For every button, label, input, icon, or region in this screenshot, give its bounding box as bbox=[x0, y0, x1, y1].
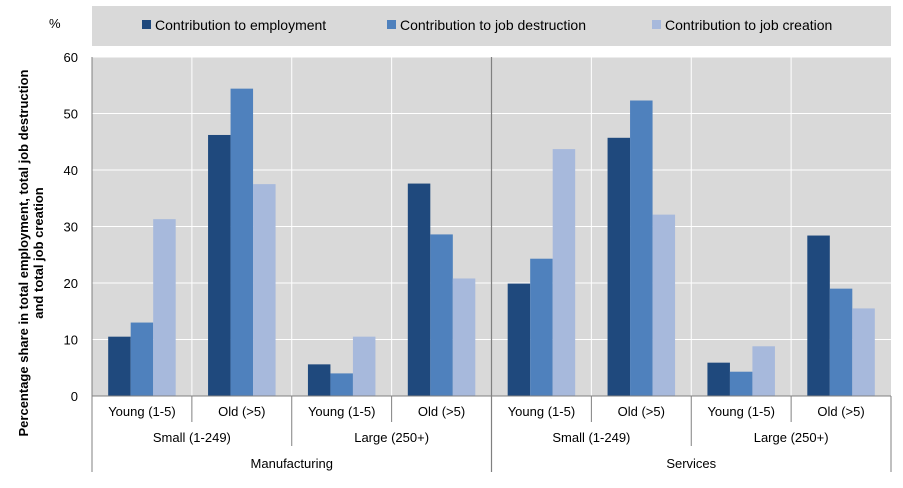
y-tick-label: 30 bbox=[64, 220, 78, 235]
y-tick-label: 40 bbox=[64, 163, 78, 178]
bar bbox=[430, 234, 453, 396]
category-label: Old (>5) bbox=[418, 404, 465, 419]
y-axis-title: Percentage share in total employment, to… bbox=[16, 69, 46, 436]
bar bbox=[652, 214, 676, 396]
legend-label: Contribution to employment bbox=[155, 17, 326, 33]
size-group-label: Small (1-249) bbox=[153, 430, 231, 445]
unit-label: % bbox=[49, 16, 61, 31]
legend-item: Contribution to employment bbox=[142, 17, 326, 33]
y-tick-label: 50 bbox=[64, 107, 78, 122]
legend-label: Contribution to job creation bbox=[665, 17, 832, 33]
legend-swatch bbox=[652, 20, 661, 29]
bar bbox=[230, 88, 254, 396]
legend bbox=[92, 6, 891, 46]
size-group-label: Small (1-249) bbox=[552, 430, 630, 445]
legend-item: Contribution to job destruction bbox=[387, 17, 586, 33]
bar bbox=[352, 336, 376, 396]
bar bbox=[507, 283, 531, 396]
y-axis-title-line-1: Percentage share in total employment, to… bbox=[16, 69, 31, 436]
bar bbox=[729, 371, 753, 396]
category-label: Young (1-5) bbox=[108, 404, 175, 419]
bar bbox=[852, 308, 875, 396]
y-tick-label: 20 bbox=[64, 276, 78, 291]
category-label: Young (1-5) bbox=[508, 404, 575, 419]
bar bbox=[108, 336, 131, 396]
legend-swatch bbox=[142, 20, 151, 29]
bar bbox=[130, 322, 154, 396]
y-axis-title-line-2: and total job creation bbox=[31, 187, 46, 319]
size-group-label: Large (250+) bbox=[354, 430, 429, 445]
sector-label: Services bbox=[666, 456, 716, 471]
y-tick-label: 0 bbox=[71, 389, 78, 404]
bar bbox=[452, 278, 476, 396]
bar bbox=[153, 219, 176, 396]
category-label: Old (>5) bbox=[618, 404, 665, 419]
bar bbox=[530, 258, 553, 396]
category-label: Young (1-5) bbox=[707, 404, 774, 419]
bar bbox=[607, 137, 631, 397]
bar bbox=[407, 183, 431, 396]
bar bbox=[253, 184, 276, 396]
legend-label: Contribution to job destruction bbox=[400, 17, 586, 33]
bar bbox=[208, 134, 231, 396]
category-label: Old (>5) bbox=[218, 404, 265, 419]
bar bbox=[630, 100, 653, 396]
bar bbox=[307, 364, 331, 396]
bar bbox=[330, 373, 353, 396]
legend-swatch bbox=[387, 20, 396, 29]
sector-label: Manufacturing bbox=[251, 456, 333, 471]
bar bbox=[829, 288, 853, 396]
category-label: Young (1-5) bbox=[308, 404, 375, 419]
bar bbox=[752, 346, 775, 396]
y-tick-label: 60 bbox=[64, 50, 78, 65]
bar bbox=[807, 235, 830, 396]
y-tick-label: 10 bbox=[64, 333, 78, 348]
bar bbox=[552, 149, 576, 396]
category-label: Old (>5) bbox=[817, 404, 864, 419]
size-group-label: Large (250+) bbox=[754, 430, 829, 445]
legend-item: Contribution to job creation bbox=[652, 17, 832, 33]
bar bbox=[707, 362, 730, 396]
